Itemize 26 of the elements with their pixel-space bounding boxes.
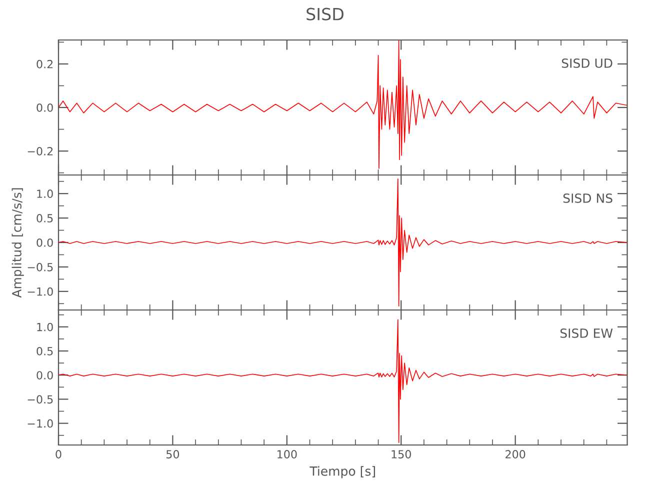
annotation: SISD UD (562, 58, 612, 68)
y-tick-label: 0.5 (36, 214, 53, 222)
y-tick-label: −1.0 (28, 287, 53, 296)
x-tick-label: 50 (166, 450, 180, 458)
chart-title: SISD (306, 8, 344, 20)
y-tick-label: 0.5 (36, 346, 53, 356)
x-tick-label: 100 (278, 450, 297, 458)
y-tick-label: 1.0 (37, 190, 53, 198)
line-series (58, 319, 628, 444)
line-series (58, 178, 628, 307)
y-tick-label: −0.2 (28, 147, 53, 156)
x-tick-label: 0 (56, 450, 62, 458)
y-tick-label: 0.2 (36, 60, 53, 68)
y-tick-label: 1.0 (37, 322, 53, 332)
x-tick-label: 200 (506, 450, 526, 458)
annotation: SISD NS (563, 193, 612, 203)
y-tick-label: 0.0 (36, 371, 53, 380)
x-tick-label: 150 (392, 450, 411, 458)
annotation: SISD EW (560, 328, 613, 338)
y-tick-label: −1.0 (28, 419, 53, 428)
y-tick-label: −0.5 (28, 395, 53, 404)
y-tick-label: 0.0 (36, 103, 53, 112)
x-axis-title: Tiempo [s] (310, 466, 376, 478)
y-axis-title: Amplitud [cm/s/s] (12, 188, 24, 298)
y-tick-label: −0.5 (28, 262, 53, 272)
y-tick-label: 0.0 (36, 238, 53, 247)
